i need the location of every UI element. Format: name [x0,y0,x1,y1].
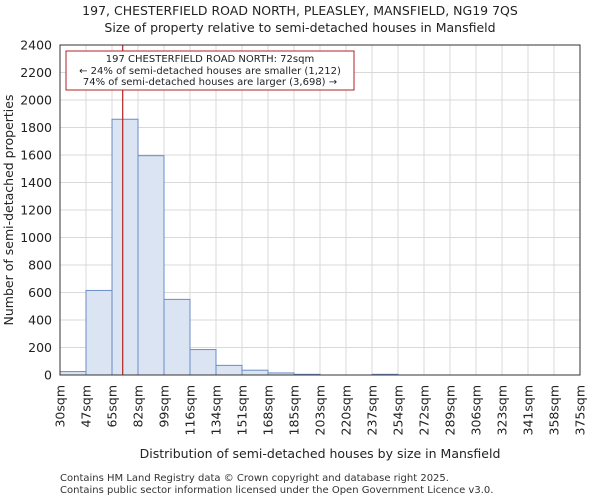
bar [111,118,139,376]
bar [163,298,191,376]
bar [85,289,113,376]
y-tick-label: 200 [28,340,52,355]
x-tick-label: 272sqm [417,385,432,435]
x-tick-label: 306sqm [469,385,484,435]
x-tick-label: 185sqm [287,385,302,435]
chart-subtitle: Size of property relative to semi-detach… [104,20,496,35]
gridlines [59,44,581,376]
x-tick-label: 30sqm [53,385,68,428]
bar [189,349,217,376]
annotation-line-3: 74% of semi-detached houses are larger (… [83,77,337,88]
y-tick-label: 1200 [20,203,52,218]
y-tick-label: 400 [28,313,52,328]
x-tick-label: 375sqm [573,385,588,435]
footer-line-2: Contains public sector information licen… [60,485,494,496]
x-tick-label: 203sqm [313,385,328,435]
x-tick-label: 116sqm [183,385,198,435]
footer-line-1: Contains HM Land Registry data © Crown c… [60,473,449,484]
y-tick-label: 600 [28,285,52,300]
y-tick-label: 1800 [20,120,52,135]
x-tick-label: 323sqm [495,385,510,435]
bar [137,155,165,376]
x-tick-label: 289sqm [443,385,458,435]
x-tick-label: 47sqm [79,385,94,428]
y-axis-label: Number of semi-detached properties [1,95,16,326]
y-axis-ticks: 0 200 400 600 800 1000 1200 1400 1600 1800 2000 220… [20,38,52,383]
bars [59,118,399,376]
y-tick-label: 1000 [20,230,52,245]
bar [59,371,87,376]
y-tick-label: 0 [44,368,52,383]
bar [241,369,269,376]
x-axis-label: Distribution of semi-detached houses by … [140,446,501,461]
y-tick-label: 2400 [20,38,52,53]
x-tick-label: 99sqm [157,385,172,428]
annotation-line-1: 197 CHESTERFIELD ROAD NORTH: 72sqm [106,54,314,65]
annotation-line-2: ← 24% of semi-detached houses are smalle… [79,66,341,77]
y-tick-label: 1400 [20,175,52,190]
plot-frame [59,44,581,376]
x-tick-label: 341sqm [521,385,536,435]
x-tick-label: 134sqm [209,385,224,435]
y-tick-label: 2200 [20,65,52,80]
y-tick-label: 800 [28,258,52,273]
x-tick-label: 82sqm [131,385,146,428]
x-tick-label: 254sqm [391,385,406,435]
histogram-chart: 0 200 400 600 800 1000 1200 1400 1600 1800 2000 220… [1,38,588,462]
x-tick-label: 168sqm [261,385,276,435]
chart-title: 197, CHESTERFIELD ROAD NORTH, PLEASLEY, … [82,3,518,18]
x-tick-label: 220sqm [339,385,354,435]
y-tick-label: 1600 [20,148,52,163]
x-tick-label: 151sqm [235,385,250,435]
x-tick-label: 237sqm [365,385,380,435]
annotation-box: 197 CHESTERFIELD ROAD NORTH: 72sqm ← 24%… [65,50,355,91]
bar [215,364,243,376]
x-tick-label: 358sqm [547,385,562,435]
y-tick-label: 2000 [20,93,52,108]
x-tick-label: 65sqm [105,385,120,428]
x-axis-ticks: 30sqm 47sqm 65sqm 82sqm 99sqm 116sqm 134sqm 151… [53,385,588,435]
